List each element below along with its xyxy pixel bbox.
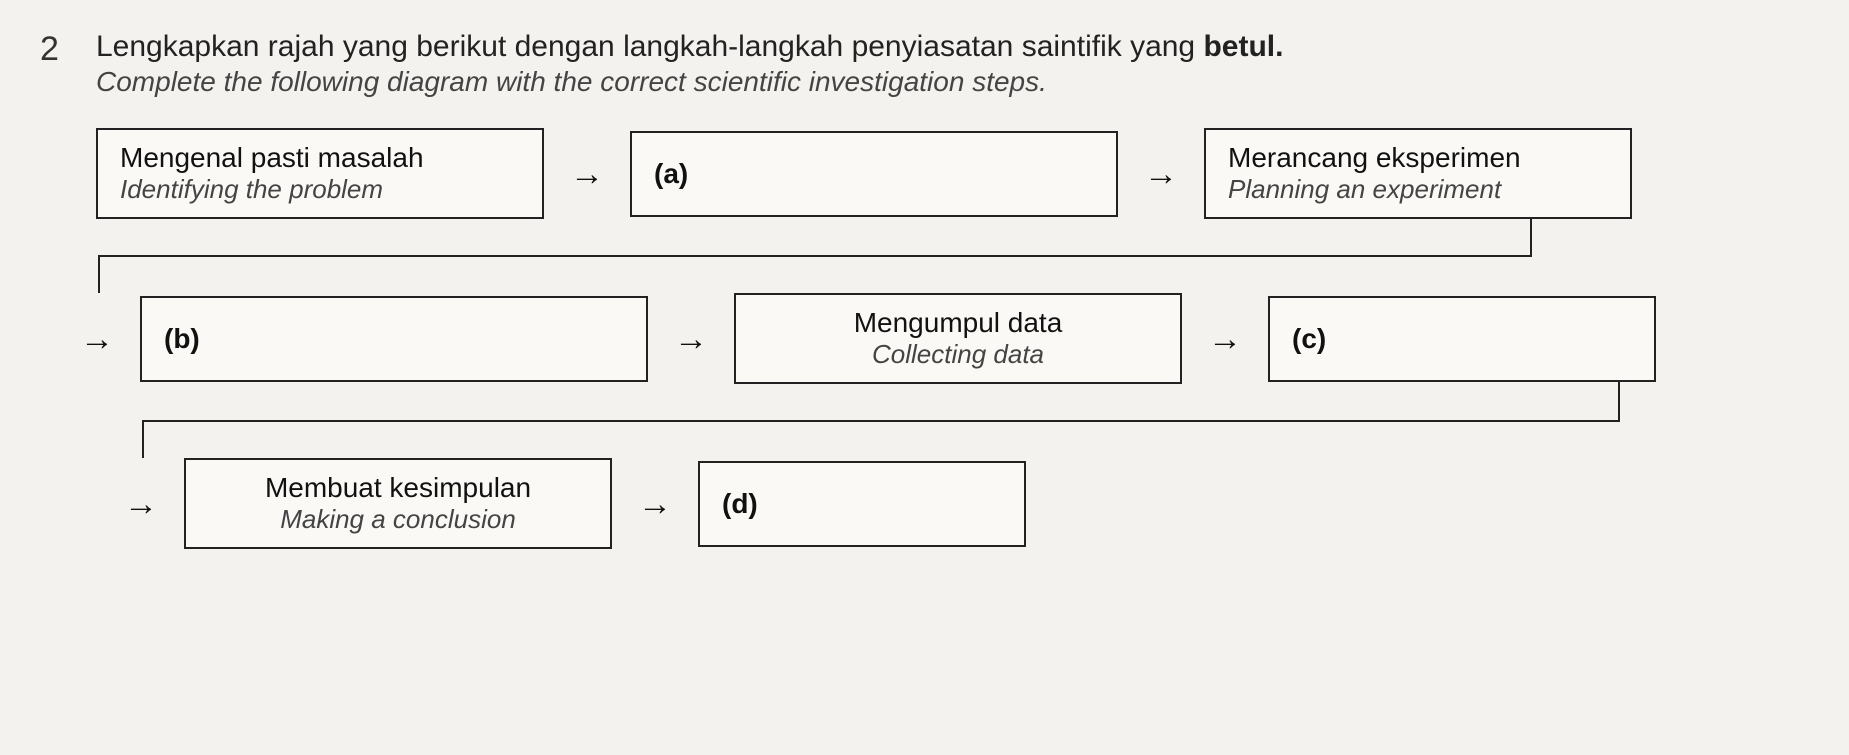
box7-en: Making a conclusion [208,504,588,535]
box-blank-b: (b) [140,296,648,382]
question-bm: Lengkapkan rajah yang berikut dengan lan… [96,30,1283,64]
question-text: Lengkapkan rajah yang berikut dengan lan… [96,30,1283,98]
box3-bm: Merancang eksperimen [1228,142,1608,174]
connector-1-to-2 [96,219,1532,293]
question-header: 2 Lengkapkan rajah yang berikut dengan l… [40,30,1809,98]
flow-row-3: → Membuat kesimpulan Making a conclusion… [120,458,1769,549]
box4-label: (b) [164,323,624,355]
box-identify-problem: Mengenal pasti masalah Identifying the p… [96,128,544,219]
box-making-conclusion: Membuat kesimpulan Making a conclusion [184,458,612,549]
box5-bm: Mengumpul data [758,307,1158,339]
box-blank-c: (c) [1268,296,1656,382]
box5-en: Collecting data [758,339,1158,370]
box-collecting-data: Mengumpul data Collecting data [734,293,1182,384]
box8-label: (d) [722,488,1002,520]
flow-row-2: → (b) → Mengumpul data Collecting data →… [76,293,1769,384]
box3-en: Planning an experiment [1228,174,1608,205]
arrow-icon: → [1204,322,1246,356]
box2-label: (a) [654,158,1094,190]
lead-arrow-2: → [76,322,118,356]
arrow-icon: → [120,487,162,521]
question-en: Complete the following diagram with the … [96,66,1283,98]
question-number: 2 [40,30,74,69]
box1-bm: Mengenal pasti masalah [120,142,520,174]
box6-label: (c) [1292,323,1632,355]
arrow-icon: → [1140,157,1182,191]
arrow-icon: → [566,157,608,191]
connector-2-to-3 [140,384,1620,458]
box1-en: Identifying the problem [120,174,520,205]
arrow-icon: → [670,322,712,356]
box-blank-d: (d) [698,461,1026,547]
flow-row-1: Mengenal pasti masalah Identifying the p… [96,128,1769,219]
box-blank-a: (a) [630,131,1118,217]
arrow-icon: → [76,322,118,356]
lead-arrow-3: → [120,487,162,521]
box7-bm: Membuat kesimpulan [208,472,588,504]
flow-diagram: Mengenal pasti masalah Identifying the p… [96,128,1769,549]
question-bm-bold: betul. [1203,30,1283,63]
arrow-icon: → [634,487,676,521]
box-planning-experiment: Merancang eksperimen Planning an experim… [1204,128,1632,219]
question-bm-prefix: Lengkapkan rajah yang berikut dengan lan… [96,30,1203,63]
